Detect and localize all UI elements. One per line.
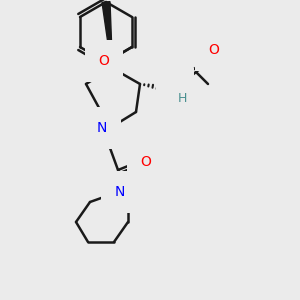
Text: H: H (177, 92, 187, 104)
Text: N: N (115, 185, 125, 199)
Text: O: O (141, 155, 152, 169)
Text: O: O (98, 54, 110, 68)
Polygon shape (102, 2, 112, 68)
Text: N: N (170, 82, 180, 96)
Text: N: N (97, 121, 107, 135)
Text: O: O (208, 43, 219, 57)
